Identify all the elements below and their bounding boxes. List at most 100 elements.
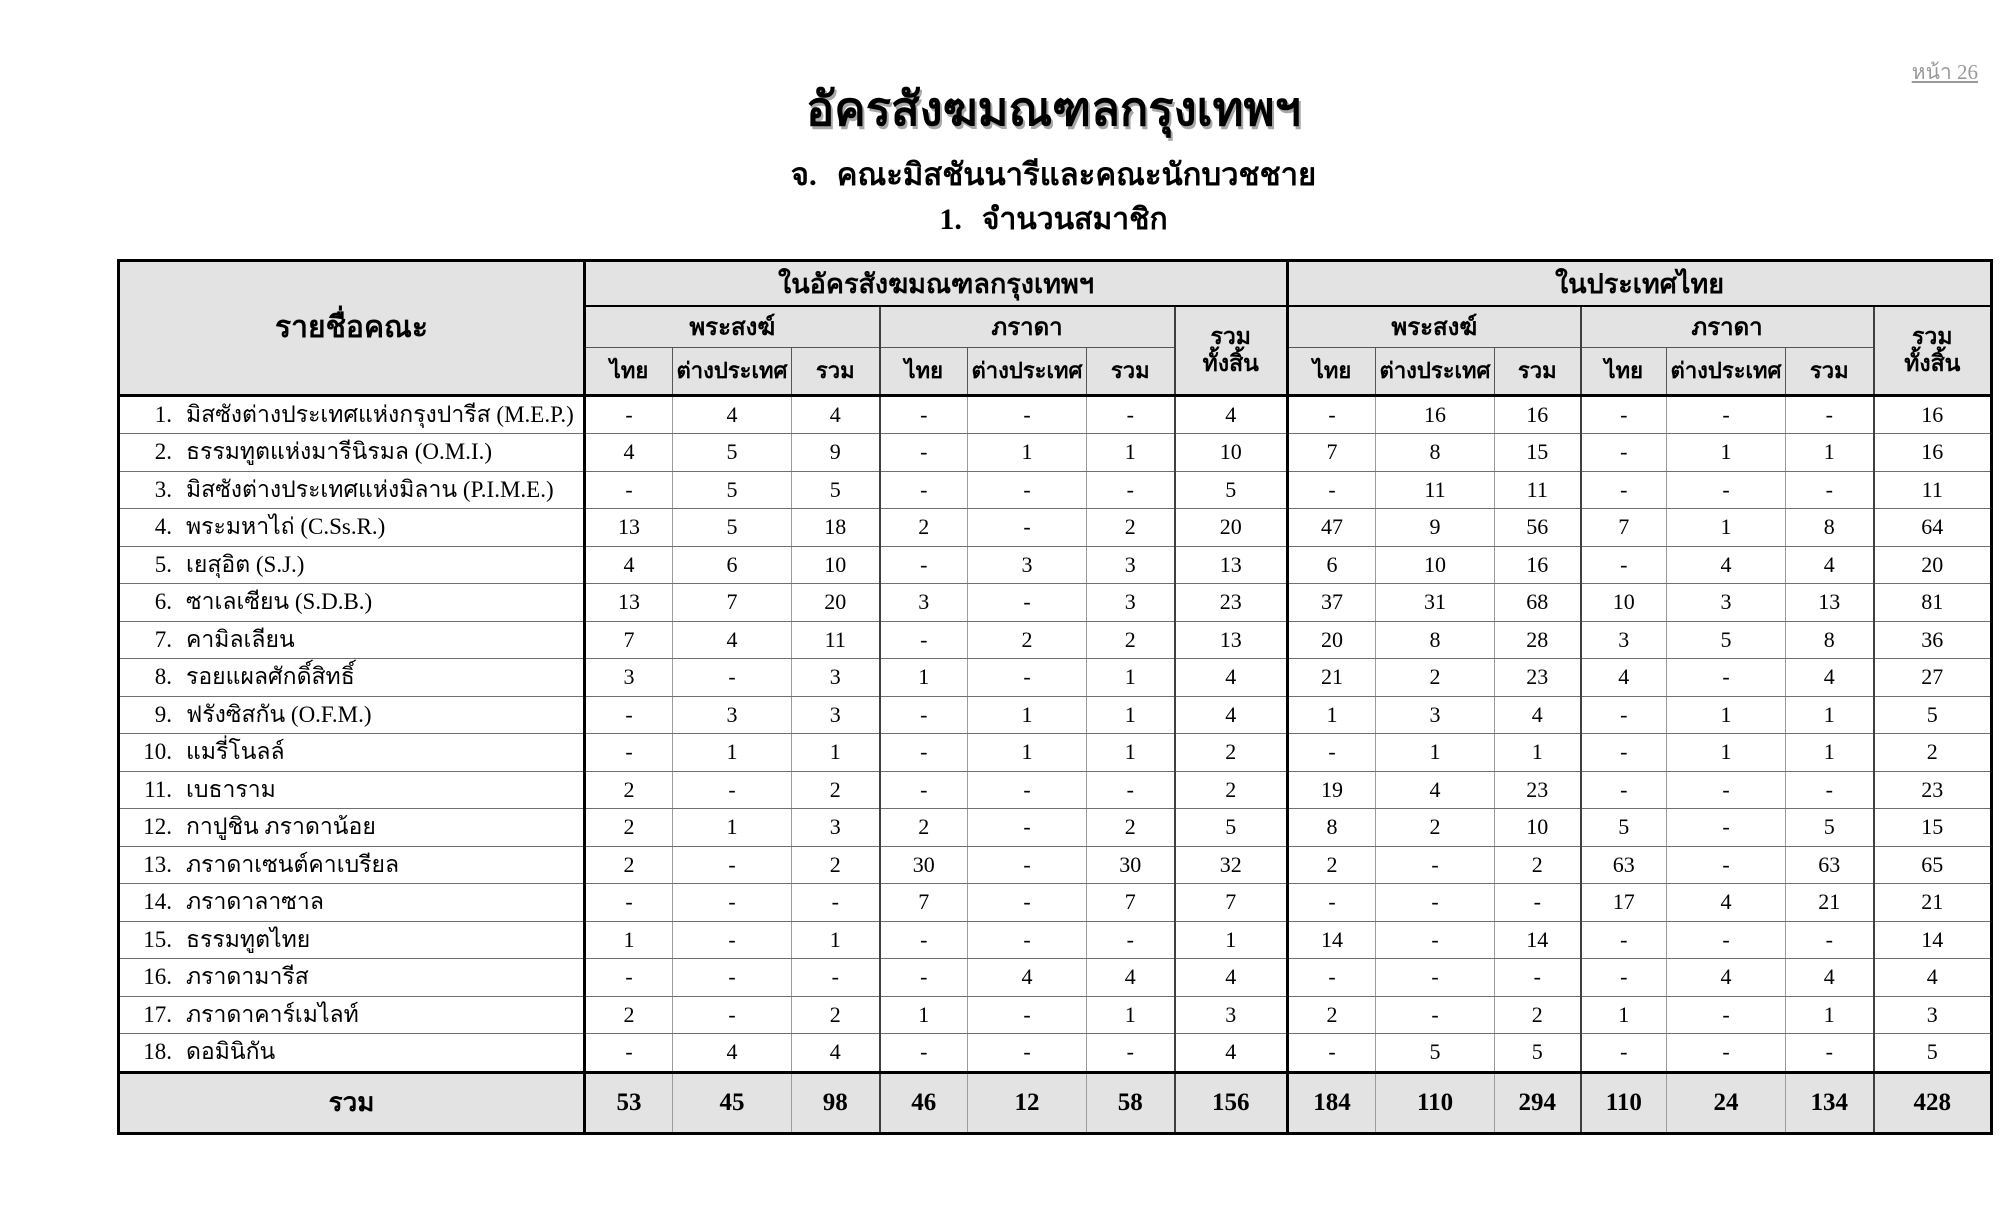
value-cell: 23	[1173, 583, 1290, 622]
row-number: 13.	[143, 851, 172, 877]
value-cell: -	[1666, 658, 1787, 697]
value-cell: 23	[1494, 658, 1582, 697]
row-number: 11.	[144, 776, 172, 802]
value-cell: 2	[1086, 808, 1176, 847]
total-value-cell: 134	[1785, 1070, 1875, 1134]
value-cell: 1	[879, 658, 968, 697]
value-cell: -	[879, 433, 968, 472]
table-row: 13. ภราดาเซนต์คาเบรียล 2-2 30-30 32 2-2 63-63 6…	[118, 845, 1993, 885]
value-cell: 7	[1173, 883, 1290, 922]
total-value-cell: 46	[879, 1070, 968, 1134]
total-value-cell: 53	[584, 1070, 673, 1134]
value-cell: 4	[1173, 1033, 1290, 1073]
value-cell: 4	[1580, 658, 1668, 697]
value-cell: 4	[1873, 958, 1993, 997]
value-cell: -	[1086, 920, 1176, 960]
congregation-name-cell: 10. แมรี่โนลล์	[118, 733, 586, 772]
value-cell: -	[1666, 845, 1787, 885]
value-cell: -	[879, 1033, 968, 1073]
table-row: 7. คามิลเลียน 7 4 11-2 2 13 20 8 28 3 5 8 36	[118, 620, 1993, 660]
value-cell: 1	[1785, 433, 1875, 472]
column-header-thai: ไทย	[584, 346, 673, 397]
value-cell: 1	[1086, 658, 1176, 697]
congregation-name-cell: 14. ภราดาลาซาล	[118, 883, 586, 922]
value-cell: 20	[1873, 545, 1993, 585]
total-value-cell: 110	[1375, 1070, 1496, 1134]
value-cell: 5	[1494, 1033, 1582, 1073]
value-cell: 15	[1494, 433, 1582, 472]
value-cell: 2	[1086, 508, 1176, 547]
value-cell: -	[1785, 920, 1875, 960]
value-cell: -	[1494, 883, 1582, 922]
value-cell: 2	[1287, 995, 1377, 1035]
value-cell: 7	[672, 583, 792, 622]
value-cell: 1	[1375, 733, 1496, 772]
value-cell: 13	[584, 583, 673, 622]
congregation-name-cell: 3. มิสซังต่างประเทศแห่งมิลาน (P.I.M.E.)	[118, 470, 586, 510]
value-cell: -	[1580, 1033, 1668, 1073]
value-cell: 14	[1873, 920, 1993, 960]
value-cell: -	[1086, 394, 1176, 435]
value-cell: -	[584, 883, 673, 922]
row-number: 14.	[143, 889, 172, 915]
value-cell: -	[1666, 470, 1787, 510]
table-row: 5. เยสุอิต (S.J.) 4 6 10-3 3 13 6 10 16-4 4 20	[118, 545, 1993, 585]
value-cell: -	[967, 658, 1087, 697]
grand-total-line1: รวม	[1912, 323, 1953, 349]
congregation-name: ธรรมทูตแห่งมารีนิรมล (O.M.I.)	[186, 439, 493, 465]
value-cell: 17	[1580, 883, 1668, 922]
row-number: 8.	[154, 664, 172, 690]
column-header-grand-total-bangkok: รวม ทั้งสิ้น	[1173, 305, 1290, 397]
value-cell: 5	[1666, 620, 1787, 660]
value-cell: 4	[1173, 394, 1290, 435]
congregation-name-cell: 8. รอยแผลศักดิ์สิทธิ์	[118, 658, 586, 697]
value-cell: -	[967, 808, 1087, 847]
total-row-label: รวม	[118, 1070, 586, 1134]
value-cell: 10	[1173, 433, 1290, 472]
value-cell: 1	[1785, 995, 1875, 1035]
value-cell: 1	[1785, 695, 1875, 735]
value-cell: 5	[1173, 470, 1290, 510]
value-cell: 2	[791, 995, 881, 1035]
value-cell: -	[584, 695, 673, 735]
value-cell: 1	[1287, 695, 1377, 735]
value-cell: -	[879, 958, 968, 997]
value-cell: 4	[791, 1033, 881, 1073]
congregation-name: ดอมินิกัน	[186, 1039, 276, 1065]
value-cell: 1	[672, 733, 792, 772]
grand-total-line2: ทั้งสิ้น	[1904, 351, 1961, 377]
column-header-foreign: ต่างประเทศ	[967, 346, 1087, 397]
value-cell: 30	[1086, 845, 1176, 885]
congregation-name: เบธาราม	[186, 776, 276, 802]
value-cell: 3	[1086, 545, 1176, 585]
value-cell: 4	[967, 958, 1087, 997]
value-cell: 2	[879, 508, 968, 547]
value-cell: 9	[1375, 508, 1496, 547]
page-number-label: หน้า 26	[1911, 60, 1978, 84]
value-cell: 7	[879, 883, 968, 922]
column-header-foreign: ต่างประเทศ	[1375, 346, 1496, 397]
value-cell: -	[1580, 920, 1668, 960]
column-header-thai: ไทย	[879, 346, 968, 397]
value-cell: 7	[1086, 883, 1176, 922]
congregation-name-cell: 17. ภราดาคาร์เมไลท์	[118, 995, 586, 1035]
value-cell: 31	[1375, 583, 1496, 622]
value-cell: -	[967, 845, 1087, 885]
value-cell: 2	[967, 620, 1087, 660]
congregation-name: ฟรังซิสกัน (O.F.M.)	[186, 701, 372, 727]
total-value-cell: 12	[967, 1070, 1087, 1134]
value-cell: -	[672, 883, 792, 922]
total-value-cell: 24	[1666, 1070, 1787, 1134]
value-cell: -	[879, 733, 968, 772]
column-header-total: รวม	[1785, 346, 1875, 397]
value-cell: 1	[1173, 920, 1290, 960]
column-header-foreign: ต่างประเทศ	[1666, 346, 1787, 397]
value-cell: 1	[1086, 433, 1176, 472]
congregation-name-cell: 11. เบธาราม	[118, 770, 586, 810]
congregation-name: คามิลเลียน	[186, 626, 295, 652]
table-header: รายชื่อคณะ ในอัครสังฆมณฑลกรุงเทพฯ ในประเ…	[118, 259, 1993, 397]
congregation-name-cell: 2. ธรรมทูตแห่งมารีนิรมล (O.M.I.)	[118, 433, 586, 472]
value-cell: 2	[584, 995, 673, 1035]
value-cell: 3	[584, 658, 673, 697]
value-cell: 1	[791, 733, 881, 772]
